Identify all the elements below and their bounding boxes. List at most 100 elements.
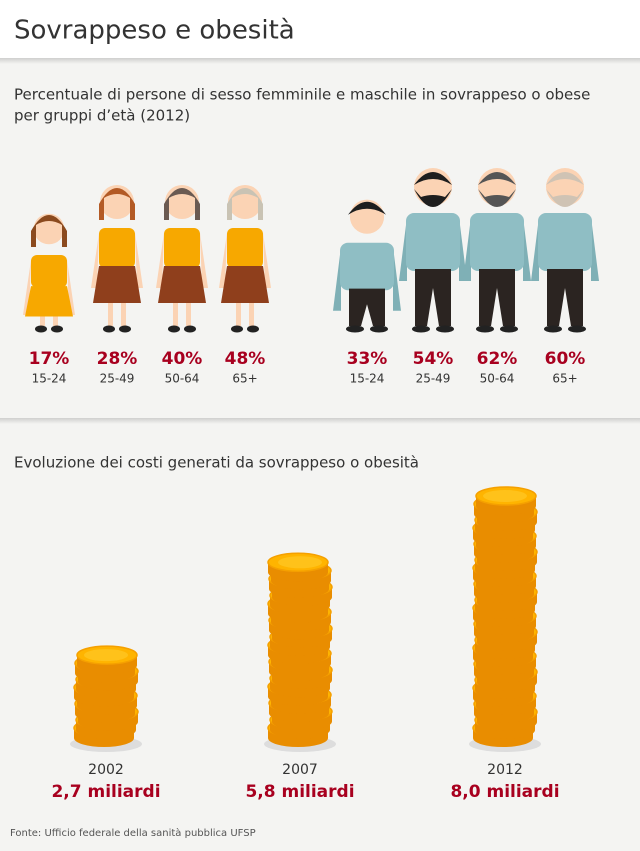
percent-label: 17% (29, 349, 70, 369)
top (227, 228, 263, 268)
shoe (103, 325, 115, 333)
coin-stack (264, 552, 336, 752)
arms (156, 233, 208, 288)
beard (414, 189, 452, 207)
age-label: 65+ (552, 372, 577, 386)
trousers (547, 269, 583, 326)
trousers (415, 269, 451, 326)
percent-label: 60% (545, 349, 586, 369)
shirt (470, 213, 524, 271)
percent-label: 62% (477, 349, 518, 369)
shoe (184, 325, 196, 333)
people (23, 168, 599, 333)
shoe (544, 325, 562, 333)
trousers (479, 269, 515, 326)
shoe (568, 325, 586, 333)
shoe (476, 325, 494, 333)
shirt (406, 213, 460, 271)
woman-figure (23, 213, 75, 333)
header-shadow (0, 58, 640, 64)
cost-label: 8,0 miliardi (450, 782, 559, 802)
age-label: 15-24 (350, 372, 385, 386)
arms (531, 217, 599, 281)
section-title: Evoluzione dei costi generati da sovrapp… (14, 454, 419, 472)
legs (40, 316, 58, 326)
top (164, 228, 200, 268)
skirt (221, 266, 269, 303)
shoe (51, 325, 63, 333)
subtitle: per gruppi d’età (2012) (14, 107, 190, 125)
coin-face (483, 490, 527, 502)
hair (31, 215, 67, 247)
trousers (349, 288, 385, 326)
shoe (119, 325, 131, 333)
man-figure (333, 199, 401, 333)
title: Sovrappeso e obesità (14, 16, 295, 46)
legs (236, 303, 254, 326)
coin-stack (469, 486, 541, 752)
source: Fonte: Ufficio federale della sanità pub… (10, 827, 256, 839)
cost-label: 5,8 miliardi (245, 782, 354, 802)
percent-label: 54% (413, 349, 454, 369)
cost-label: 2,7 miliardi (51, 782, 160, 802)
year-label: 2002 (88, 762, 124, 778)
shoe (436, 325, 454, 333)
shoe (35, 325, 47, 333)
age-label: 25-49 (416, 372, 451, 386)
skirt (93, 266, 141, 303)
section-divider (0, 418, 640, 424)
man-figure (399, 168, 467, 333)
shirt (538, 213, 592, 271)
percent-label: 33% (347, 349, 388, 369)
coins (70, 486, 541, 752)
beard (478, 189, 516, 207)
hair (546, 172, 584, 185)
age-label: 65+ (232, 372, 257, 386)
subtitle: Percentuale di persone di sesso femminil… (14, 86, 590, 104)
hair (414, 172, 452, 185)
age-label: 50-64 (480, 372, 515, 386)
shoe (500, 325, 518, 333)
age-label: 25-49 (100, 372, 135, 386)
year-label: 2012 (487, 762, 523, 778)
legs (108, 303, 126, 326)
shoe (231, 325, 243, 333)
top (99, 228, 135, 268)
woman-figure (219, 185, 271, 333)
hair (227, 188, 263, 220)
hair (164, 188, 200, 220)
arms (463, 217, 531, 281)
coin-stack (70, 645, 142, 752)
woman-figure (91, 185, 143, 333)
year-label: 2007 (282, 762, 318, 778)
shoe (247, 325, 259, 333)
hair (348, 201, 386, 215)
shoe (370, 325, 388, 333)
shirt (340, 242, 394, 291)
shoe (168, 325, 180, 333)
percent-label: 28% (97, 349, 138, 369)
age-label: 15-24 (32, 372, 67, 386)
arms (219, 233, 271, 288)
man-figure (463, 168, 531, 333)
man-figure (531, 168, 599, 333)
shoe (346, 325, 364, 333)
percent-label: 48% (225, 349, 266, 369)
hair (99, 188, 135, 220)
coin-face (84, 649, 128, 662)
skirt (158, 266, 206, 303)
header-bar (0, 0, 640, 58)
legs (173, 303, 191, 326)
percent-label: 40% (162, 349, 203, 369)
skirt (25, 286, 73, 317)
arms (399, 217, 467, 281)
shoe (412, 325, 430, 333)
beard (546, 189, 584, 207)
woman-figure (156, 185, 208, 333)
top (31, 255, 67, 288)
coin-face (278, 556, 322, 569)
age-label: 50-64 (165, 372, 200, 386)
arms (333, 246, 401, 311)
hair (478, 172, 516, 185)
